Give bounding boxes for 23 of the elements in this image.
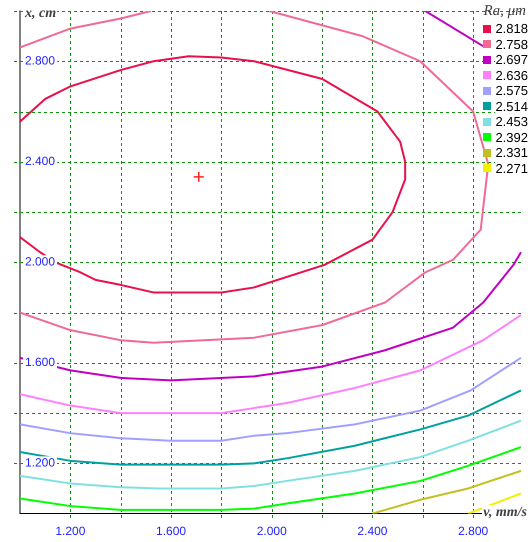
x-tick-label: 1.600	[156, 524, 186, 538]
legend-label: 2.758	[495, 36, 528, 52]
x-axis-title: v, mm/s	[482, 505, 528, 520]
y-tick-label: 1.200	[25, 456, 56, 470]
legend-title: Ra, μm	[483, 3, 527, 20]
x-tick-label: 2.800	[458, 524, 488, 538]
x-tick-label: 1.200	[55, 524, 86, 538]
legend-label: 2.514	[495, 98, 528, 114]
y-tick-label: 2.400	[25, 154, 56, 168]
legend-label: 2.392	[495, 130, 528, 145]
legend-label: 2.453	[495, 114, 528, 130]
x-tick-label: 2.000	[256, 524, 288, 538]
legend-label: 2.331	[495, 145, 528, 160]
legend-label: 2.636	[495, 68, 528, 83]
y-tick-label: 2.000	[25, 254, 56, 269]
y-tick-label: 2.800	[25, 54, 56, 68]
legend-label: 2.271	[495, 160, 528, 176]
y-tick-label: 1.600	[25, 355, 56, 370]
legend-label: 2.818	[495, 21, 528, 36]
y-axis-title: x, cm	[24, 6, 58, 21]
x-tick-label: 2.400	[357, 524, 388, 538]
legend-label: 2.697	[495, 52, 528, 68]
legend-label: 2.575	[495, 83, 528, 98]
